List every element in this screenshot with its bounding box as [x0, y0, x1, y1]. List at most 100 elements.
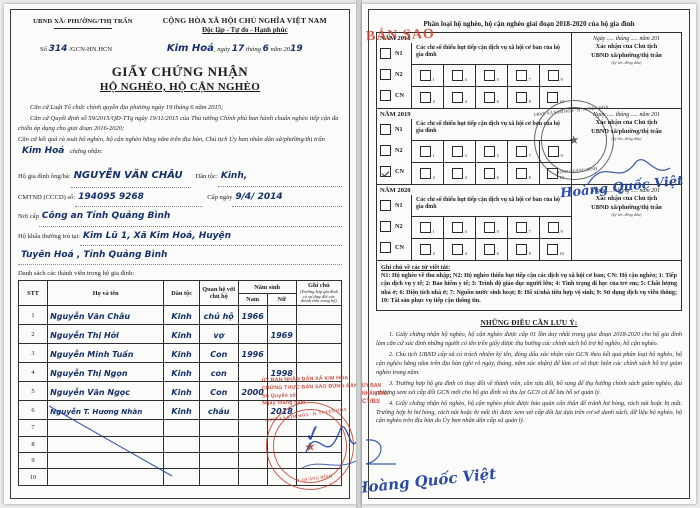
indicator-5-2020[interactable]: 5: [475, 217, 508, 239]
indicator-3-2018[interactable]: 3: [443, 65, 476, 87]
indicator-8-2018[interactable]: 8: [508, 87, 540, 108]
checkbox-row-n1[interactable]: N1: [377, 119, 411, 140]
indicator-6-2018[interactable]: 6: [476, 87, 508, 108]
field-issue-place[interactable]: Nơi cấp Công an Tỉnh Quảng Bình: [18, 207, 342, 227]
table-row[interactable]: 4 Nguyễn Thị Ngọn Kinh con 1998: [17, 362, 343, 383]
confirm-title1-2018: Xác nhận của Chủ tịch: [595, 43, 658, 50]
checkbox-indicator[interactable]: [420, 244, 431, 255]
indicator-7-2019[interactable]: 7: [507, 141, 540, 163]
indicator-10-2020[interactable]: 10: [540, 239, 571, 260]
checkbox-indicator[interactable]: [452, 92, 463, 103]
indicator-9-2020[interactable]: 9: [539, 217, 571, 239]
checkbox-indicator[interactable]: [420, 146, 431, 157]
checkbox-indicator[interactable]: [420, 92, 431, 103]
checkbox-row-cn[interactable]: CN: [377, 237, 411, 258]
indicator-2-2018[interactable]: 2: [412, 87, 444, 108]
checkbox-indicator[interactable]: [452, 70, 463, 81]
checkbox-row-n1[interactable]: N1: [377, 195, 411, 216]
checkbox-row-cn[interactable]: CN: [377, 85, 411, 106]
table-row[interactable]: 10: [17, 468, 343, 486]
checkbox-indicator[interactable]: [516, 222, 527, 233]
checkbox-indicator[interactable]: [516, 244, 527, 255]
indicator-6-2020[interactable]: 6: [476, 239, 508, 260]
blue-margin-mark: [365, 439, 396, 465]
checkbox-n1-2019[interactable]: [380, 124, 391, 135]
indicator-10-2019[interactable]: 10: [540, 163, 571, 184]
checkbox-indicator[interactable]: [452, 222, 463, 233]
indicator-1-2020[interactable]: 1: [412, 217, 444, 239]
checkbox-indicator[interactable]: [452, 146, 463, 157]
field-id-number[interactable]: CMTND (CCCD) số: 194095 9268 Cấp ngày 9/…: [18, 188, 343, 208]
checkbox-n2-2020[interactable]: [380, 221, 391, 232]
checkbox-indicator[interactable]: [516, 146, 527, 157]
indicator-5-2019[interactable]: 5: [475, 141, 508, 163]
table-row[interactable]: 1 Nguyễn Văn Châu Kinh chủ hộ 1966: [17, 305, 343, 326]
checkbox-n1-2020[interactable]: [380, 200, 391, 211]
checkbox-indicator[interactable]: [452, 244, 463, 255]
checkbox-indicator[interactable]: [452, 168, 463, 179]
checkbox-cn-2018[interactable]: [380, 90, 391, 101]
indicator-9-2018[interactable]: 9: [539, 65, 571, 87]
checkbox-n1-2018[interactable]: [380, 48, 391, 59]
member-male: 1966: [241, 312, 264, 322]
table-row[interactable]: 2 Nguyễn Thị Hới Kinh vợ 1969: [17, 324, 343, 345]
checkbox-indicator[interactable]: [484, 70, 495, 81]
checkbox-indicator[interactable]: [547, 244, 558, 255]
checkbox-n2-2018[interactable]: [380, 69, 391, 80]
checkbox-indicator[interactable]: [547, 168, 558, 179]
table-row[interactable]: 3 Nguyễn Minh Tuấn Kinh Con 1996: [17, 343, 343, 364]
checkbox-indicator[interactable]: [516, 168, 527, 179]
table-row[interactable]: 7: [17, 419, 343, 437]
checkbox-indicator[interactable]: [484, 92, 495, 103]
checkbox-indicator[interactable]: [420, 70, 431, 81]
indicator-1-2018[interactable]: 1: [412, 65, 444, 87]
checkbox-indicator[interactable]: [516, 70, 527, 81]
indicator-10-2018[interactable]: 10: [540, 87, 571, 108]
indicator-9-2019[interactable]: 9: [539, 141, 571, 163]
checkbox-indicator[interactable]: [420, 168, 431, 179]
table-row[interactable]: 6 Nguyễn T. Hương Nhàn Kinh cháu 2018: [17, 400, 343, 421]
indicator-3-2019[interactable]: 3: [443, 141, 476, 163]
indicator-7-2020[interactable]: 7: [507, 217, 540, 239]
checkbox-indicator[interactable]: [548, 70, 559, 81]
field-residence[interactable]: Hộ khẩu thường trú tại: Kim Lũ 1, Xã Kim…: [18, 227, 342, 246]
year-2019-category-column: N1 N2 CN: [377, 119, 412, 184]
checkbox-row-n2[interactable]: N2: [377, 216, 411, 237]
indicator-8-2019[interactable]: 8: [508, 163, 540, 184]
member-ethnic: Kinh: [171, 407, 192, 417]
signature-flourish: [301, 426, 356, 469]
checkbox-row-n2[interactable]: N2: [377, 140, 411, 161]
indicator-6-2019[interactable]: 6: [476, 163, 508, 184]
indicator-3-2020[interactable]: 3: [443, 217, 476, 239]
checkbox-row-n2[interactable]: N2: [377, 64, 411, 85]
checkbox-indicator[interactable]: [484, 222, 495, 233]
indicator-1-2019[interactable]: 1: [412, 141, 444, 163]
indicator-2-2020[interactable]: 2: [412, 239, 444, 260]
checkbox-indicator[interactable]: [548, 222, 559, 233]
confirm-dateline-2019: Ngày ..... tháng ..... năm 201: [592, 112, 660, 118]
checkbox-indicator[interactable]: [484, 168, 495, 179]
indicator-8-2020[interactable]: 8: [508, 239, 540, 260]
checkbox-indicator[interactable]: [484, 146, 495, 157]
checkbox-row-n1[interactable]: N1: [377, 43, 411, 64]
indicator-7-2018[interactable]: 7: [507, 65, 540, 87]
indicator-4-2020[interactable]: 4: [444, 239, 476, 260]
checkbox-indicator[interactable]: [420, 222, 431, 233]
checkbox-indicator[interactable]: [547, 92, 558, 103]
indicator-2-2019[interactable]: 2: [412, 163, 444, 184]
checkbox-indicator[interactable]: [516, 92, 527, 103]
indicator-4-2018[interactable]: 4: [444, 87, 476, 108]
checkbox-row-cn[interactable]: CN: [377, 161, 411, 182]
checkbox-n2-2019[interactable]: [380, 145, 391, 156]
indicator-5-2018[interactable]: 5: [475, 65, 508, 87]
field-residence-cont[interactable]: Tuyên Hoá , Tỉnh Quảng Bình: [18, 246, 342, 266]
label-n1: N1: [395, 202, 403, 209]
confirmation-2020: Ngày ..... tháng ..... năm 201 Xác nhận …: [572, 185, 681, 260]
indicator-4-2019[interactable]: 4: [444, 163, 476, 184]
label-n1: N1: [395, 126, 403, 133]
checkbox-cn-2020[interactable]: [380, 242, 391, 253]
field-head-of-household[interactable]: Hộ gia đình ông/bà: NGUYỄN VĂN CHÂU Dân …: [18, 166, 342, 188]
checkbox-cn-2019[interactable]: [380, 166, 391, 177]
checkbox-indicator[interactable]: [484, 244, 495, 255]
checkbox-indicator[interactable]: [548, 146, 559, 157]
